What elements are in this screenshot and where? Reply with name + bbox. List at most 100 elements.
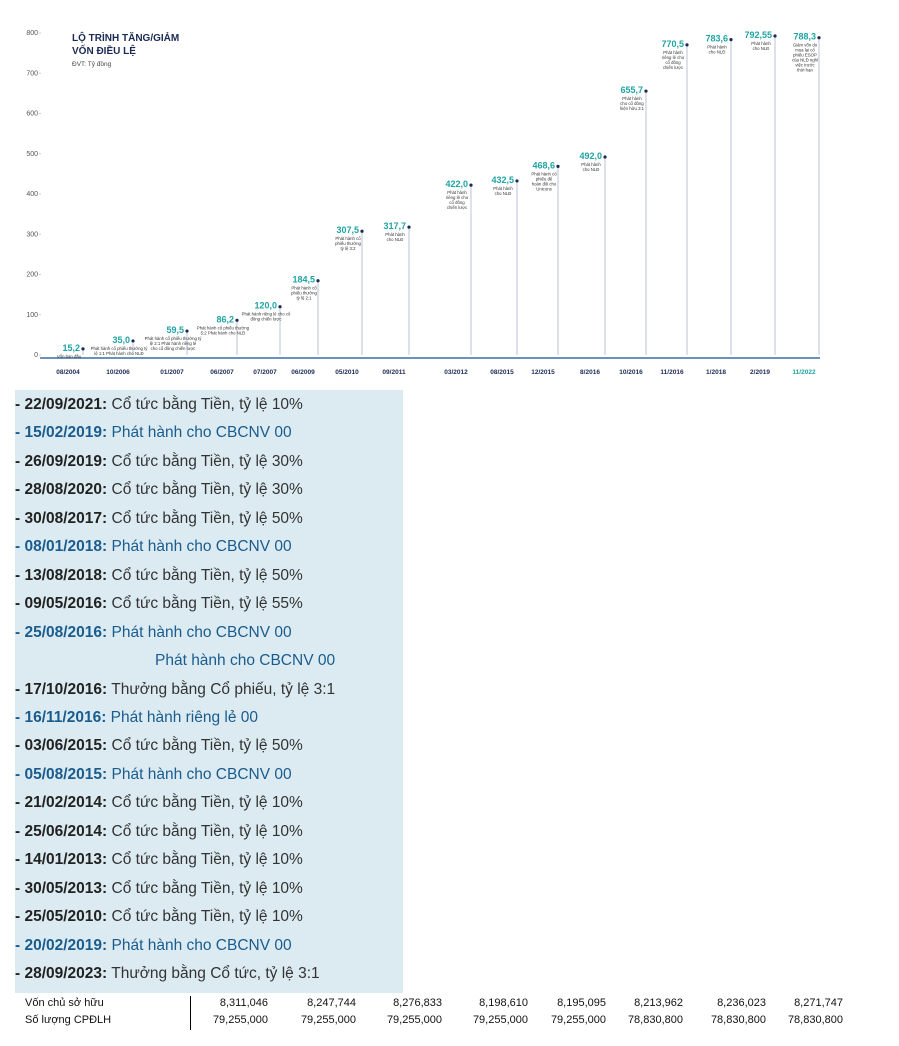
note-line: Phát hành cổ phiếu thưởng tỷ (145, 336, 203, 341)
x-tick-label: 05/2010 (335, 369, 359, 376)
note-line: phiếu để (536, 176, 553, 181)
note-line: Phát hành cổ (531, 171, 557, 176)
table-cell: 8,198,610 (479, 997, 528, 1009)
note-line: cho cổ đông chiến lược (151, 346, 197, 351)
table-cell: 78,830,800 (787, 1014, 843, 1026)
event-text: Phát hành cho CBCNV 00 (107, 538, 292, 556)
note-line: Phát hành (581, 162, 601, 167)
event: - 14/01/2013: Cổ tức bằng Tiền, tỷ lệ 10… (15, 851, 303, 869)
event-text: Cổ tức bằng Tiền, tỷ lệ 30% (107, 481, 303, 499)
dot (773, 34, 777, 38)
value-label: 120,0 (254, 301, 277, 311)
event-date: - 28/08/2020: (15, 481, 108, 499)
table-row: Vốn chủ sở hữu 8,311,046 8,247,744 8,276,83… (15, 996, 845, 1013)
dot (316, 279, 320, 283)
note-line: mua lại cổ (795, 48, 815, 53)
event-text: Thưởng bằng Cổ tức, tỷ lệ 3:1 (107, 965, 320, 982)
value-label: 35,0 (112, 335, 130, 345)
note: Phát hành riêng lẻ cho cổ đông chiến lược (446, 190, 469, 210)
value-label: 770,5 (661, 39, 684, 49)
dot (185, 329, 189, 333)
dot (817, 36, 821, 40)
event: - 25/06/2014: Cổ tức bằng Tiền, tỷ lệ 10… (15, 823, 303, 841)
note: Phát hành cho NLĐ (385, 232, 405, 242)
note: Phát hành cổ phiếu thưởng tỷ lệ 2:1 (291, 286, 317, 301)
note: Phát hành cổ phiếu để hoán đổi cho Unicons (531, 171, 557, 191)
y-tick-label: 300 (26, 231, 38, 238)
note: Phát hành cho cổ đông hiện hữu 3:1 (620, 96, 645, 111)
y-tick-label: 800 (26, 30, 38, 37)
note-line: chiến lược (663, 65, 684, 70)
note-line: Phát hành (663, 50, 683, 55)
note-line: Phát hành (493, 186, 513, 191)
chart-title: VỐN ĐIỀU LỆ (72, 43, 136, 57)
table-cell: 8,195,095 (557, 997, 606, 1009)
table-cell: 8,247,744 (307, 997, 356, 1009)
note-line: Phát hành cổ (335, 236, 361, 241)
event-text: Cổ tức bằng Tiền, tỷ lệ 50% (107, 737, 303, 755)
note-line: cho NLĐ (387, 237, 404, 242)
event-date: - 30/05/2013: (15, 879, 108, 897)
event-date: - 16/11/2016: (15, 708, 107, 726)
event: - 13/08/2018: Cổ tức bằng Tiền, tỷ lệ 50… (15, 567, 303, 585)
table-cell: 79,255,000 (550, 1014, 606, 1026)
event: - 28/09/2023: Thưởng bằng Cổ tức, tỷ lệ … (15, 965, 320, 983)
note-line: Phát hành cổ (291, 286, 317, 291)
value-label: 317,7 (383, 221, 406, 231)
event-text: Thưởng bằng Cổ phiếu, tỷ lệ 3:1 (107, 680, 336, 698)
value-label: 422,0 (445, 179, 468, 189)
event: - 08/01/2018: Phát hành cho CBCNV 00 (15, 538, 292, 556)
event-date: - 13/08/2018: (15, 566, 108, 584)
value-label: 432,5 (491, 175, 514, 185)
event-text: Phát hành riêng lẻ 00 (106, 708, 259, 726)
note: Vốn ban đầu (57, 354, 82, 359)
note-line: cổ đông (665, 60, 681, 65)
event: - 16/11/2016: Phát hành riêng lẻ 00 (15, 709, 258, 727)
value-label: 655,7 (620, 85, 643, 95)
chart-card (15, 12, 843, 388)
y-tick-label: 700 (26, 70, 38, 77)
event-text: Phát hành cho CBCNV 00 (107, 936, 292, 954)
value-label: 184,5 (292, 275, 315, 285)
x-tick-label: 8/2016 (580, 369, 600, 376)
dot (278, 305, 282, 309)
y-tick-label: 600 (26, 111, 38, 118)
event-date: - 25/06/2014: (15, 822, 108, 840)
x-tick-label: 11/2022 (792, 369, 816, 376)
event-date: - 05/08/2015: (15, 765, 108, 783)
note-line: cho NLĐ (583, 167, 600, 172)
dot (603, 155, 607, 159)
event-text: Cổ tức bằng Tiền, tỷ lệ 10% (107, 396, 303, 413)
chart: LỘ TRÌNH TĂNG/GIẢM VỐN ĐIỀU LỆ ĐVT: Tỷ đ… (15, 12, 843, 388)
x-tick-label: 01/2007 (160, 369, 184, 376)
note-line: chiến lược (447, 205, 468, 210)
event: - 17/10/2016: Thưởng bằng Cổ phiếu, tỷ l… (15, 681, 335, 699)
event-text: Cổ tức bằng Tiền, tỷ lệ 10% (107, 794, 303, 812)
dot (81, 347, 85, 351)
event: - 20/02/2019: Phát hành cho CBCNV 00 (15, 937, 292, 955)
note-line: Phát hành (622, 96, 642, 101)
dot (515, 179, 519, 183)
note-line: Phát hành riêng lẻ cho cổ (242, 312, 291, 317)
event-date: - 25/08/2016: (15, 623, 108, 641)
note-line: Phát hành (707, 45, 727, 50)
x-tick-label: 2/2019 (750, 369, 770, 376)
table-cell: 8,311,046 (219, 997, 268, 1009)
note-line: hoán đổi cho (532, 181, 557, 186)
event-date: - 22/09/2021: (15, 396, 108, 413)
table-row: Số lượng CPĐLH 79,255,000 79,255,000 79,255… (15, 1013, 845, 1030)
note-line: thời hạn (797, 68, 813, 73)
note-line: của NLĐ nghỉ (792, 58, 818, 63)
note-line: cho NLĐ (709, 50, 726, 55)
note: Phát hành cho NLĐ (707, 45, 727, 55)
dot (469, 183, 473, 187)
note-line: Vốn ban đầu (57, 354, 82, 359)
note-line: lệ 1:1 Phát hành cho NLĐ (94, 351, 143, 356)
event-date: - 17/10/2016: (15, 680, 108, 698)
dot (131, 339, 135, 343)
x-tick-label: 03/2012 (444, 369, 468, 376)
event: - 09/05/2016: Cổ tức bằng Tiền, tỷ lệ 55… (15, 595, 303, 613)
x-tick-label: 10/2016 (619, 369, 643, 376)
x-tick-label: 06/2007 (210, 369, 234, 376)
